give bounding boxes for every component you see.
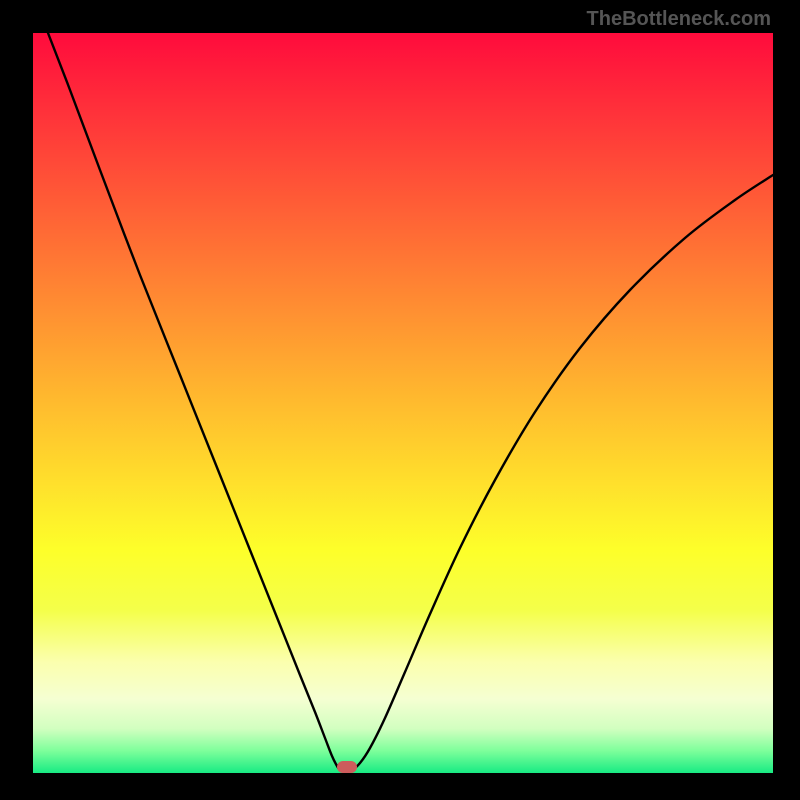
bottleneck-curve xyxy=(33,33,773,773)
plot-area xyxy=(33,33,773,773)
watermark-text: TheBottleneck.com xyxy=(587,8,771,31)
chart-container: TheBottleneck.com xyxy=(0,0,800,800)
optimal-point-marker xyxy=(337,761,357,773)
